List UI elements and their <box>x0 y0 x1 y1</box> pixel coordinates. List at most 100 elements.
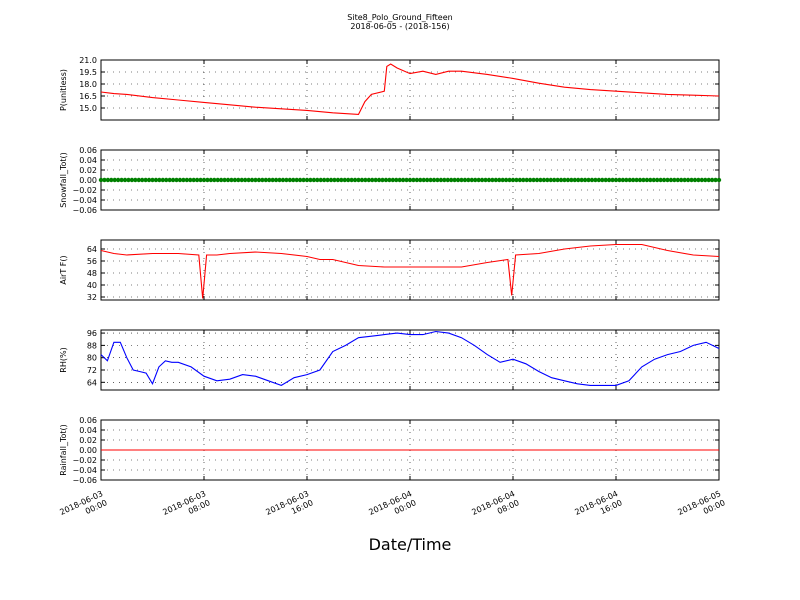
data-point <box>280 177 286 183</box>
data-point <box>229 177 234 183</box>
y-axis-label: Rainfall_Tot() <box>59 424 68 476</box>
y-tick-label: 88 <box>87 341 97 350</box>
data-point <box>212 177 217 183</box>
data-point <box>177 177 183 183</box>
data-point <box>287 177 293 183</box>
data-point <box>527 177 533 183</box>
y-tick-label: 40 <box>87 281 97 290</box>
data-point <box>243 177 248 183</box>
x-tick-label: 2018-06-0408:00 <box>470 489 520 526</box>
data-point <box>596 177 602 183</box>
y-axis-label: Snowfall_Tot() <box>59 152 68 208</box>
data-point <box>500 177 505 183</box>
y-tick-label: 16.5 <box>79 92 97 101</box>
data-point <box>184 177 190 183</box>
data-point <box>383 177 389 183</box>
data-point <box>706 177 711 183</box>
data-point <box>194 177 200 183</box>
data-point <box>273 177 279 183</box>
y-tick-label: 0.02 <box>79 166 97 175</box>
y-tick-label: 0.00 <box>79 176 97 185</box>
data-point <box>222 177 227 183</box>
data-point <box>582 177 588 183</box>
data-point <box>349 177 354 183</box>
x-tick-label: 2018-06-0316:00 <box>264 489 314 526</box>
x-tick-label: 2018-06-0308:00 <box>161 489 211 526</box>
data-point <box>552 177 557 183</box>
data-point <box>524 177 529 183</box>
data-point <box>517 177 523 183</box>
data-point <box>668 177 674 183</box>
data-point <box>332 177 337 183</box>
data-point <box>424 177 430 183</box>
data-point <box>493 177 499 183</box>
data-point <box>682 177 687 183</box>
data-point <box>630 177 636 183</box>
data-point <box>562 177 567 183</box>
y-tick-label: 18.0 <box>79 80 97 89</box>
series-line <box>100 243 720 299</box>
data-point <box>438 177 444 183</box>
data-point <box>538 177 543 183</box>
data-point <box>129 177 135 183</box>
data-point <box>400 177 406 183</box>
data-point <box>109 177 114 183</box>
data-point <box>435 177 440 183</box>
data-point <box>459 177 464 183</box>
data-point <box>558 177 564 183</box>
data-point <box>318 177 323 183</box>
data-point <box>380 177 385 183</box>
data-point <box>363 177 368 183</box>
y-axis-label: AirT F() <box>59 255 68 284</box>
data-point <box>160 177 165 183</box>
data-point <box>610 177 615 183</box>
data-point <box>335 177 341 183</box>
snowfall-panel: −0.06−0.04−0.020.000.020.040.06 Snowfall_… <box>59 146 722 215</box>
pressure-panel: 15.0 16.5 18.0 19.5 21.0 P(unitless) <box>59 56 720 121</box>
data-point <box>325 177 330 183</box>
data-point <box>627 177 632 183</box>
data-point <box>136 177 141 183</box>
data-point <box>603 177 608 183</box>
y-tick-label: 0.04 <box>79 426 97 435</box>
series-line <box>100 330 720 387</box>
data-point <box>167 177 172 183</box>
data-point <box>600 177 605 183</box>
data-point <box>342 177 347 183</box>
data-point <box>692 177 698 183</box>
data-point <box>531 177 536 183</box>
data-point <box>373 177 378 183</box>
data-point <box>503 177 509 183</box>
data-point <box>445 177 450 183</box>
y-tick-label: 0.06 <box>79 416 97 425</box>
series-line <box>100 63 720 115</box>
data-point <box>565 177 571 183</box>
y-tick-label: −0.04 <box>72 196 97 205</box>
data-point <box>294 177 299 183</box>
y-tick-label: 32 <box>87 293 97 302</box>
data-point <box>651 177 656 183</box>
data-point <box>665 177 670 183</box>
data-point <box>249 177 255 183</box>
data-point <box>521 177 526 183</box>
data-point <box>679 177 684 183</box>
data-point <box>658 177 663 183</box>
data-point <box>328 177 334 183</box>
data-point <box>613 177 619 183</box>
x-axis-tick-labels: 2018-06-0300:00 2018-06-0308:00 2018-06-03… <box>58 489 726 526</box>
y-tick-label: 72 <box>87 366 97 375</box>
y-tick-label: 15.0 <box>79 104 97 113</box>
data-point <box>637 177 643 183</box>
data-point <box>239 177 244 183</box>
y-tick-label: 48 <box>87 269 97 278</box>
data-point <box>315 177 320 183</box>
data-point <box>260 177 265 183</box>
y-tick-label: 56 <box>87 257 97 266</box>
data-point <box>133 177 138 183</box>
data-point <box>483 177 488 183</box>
data-point <box>497 177 502 183</box>
data-point <box>476 177 481 183</box>
data-point <box>370 177 375 183</box>
data-point <box>661 177 667 183</box>
data-point <box>215 177 220 183</box>
